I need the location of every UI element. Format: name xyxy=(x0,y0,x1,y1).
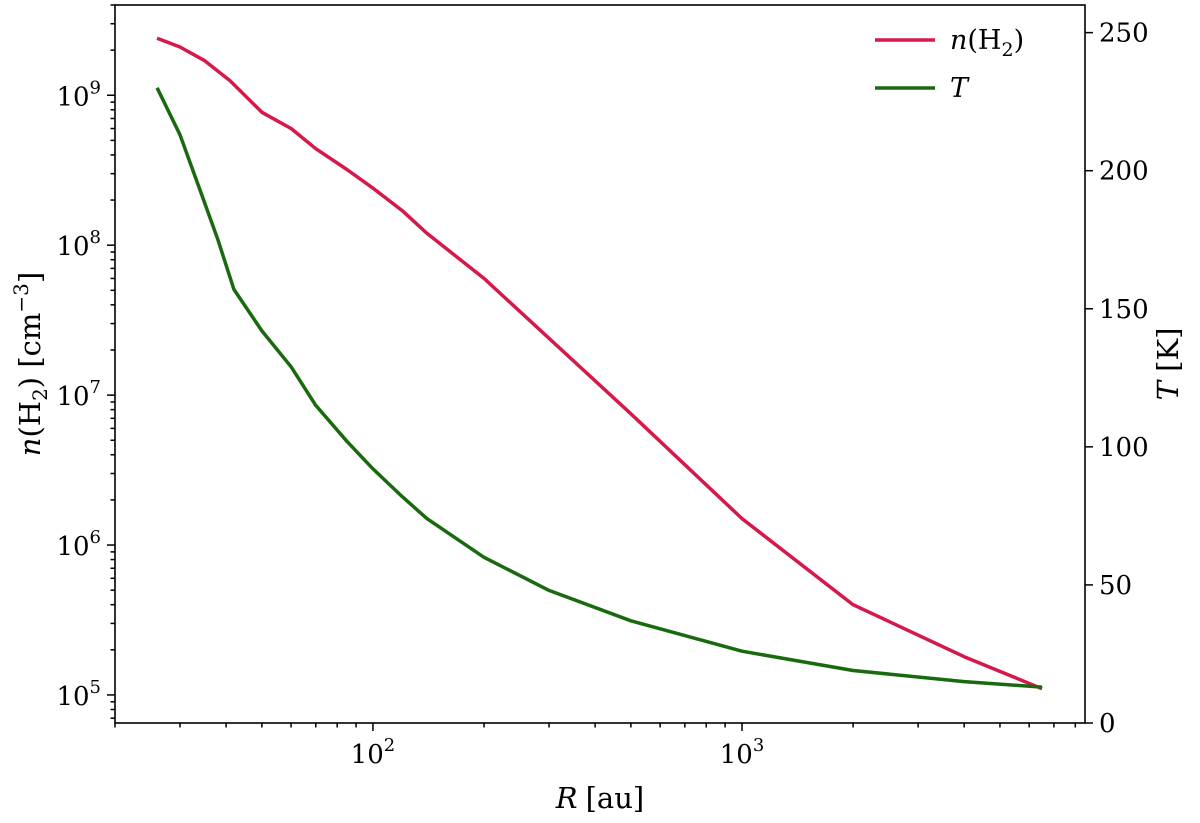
y-left-tick-label: 105 xyxy=(56,677,101,712)
y-right-tick-label: 150 xyxy=(1099,295,1149,325)
x-tick-label: 103 xyxy=(720,735,765,770)
y-left-tick-label: 106 xyxy=(56,527,101,562)
legend-label-nh2: n(H2) xyxy=(950,25,1024,61)
legend: n(H2) T xyxy=(875,25,1024,104)
y-left-tick-label: 107 xyxy=(56,377,101,412)
y-right-tick-label: 0 xyxy=(1099,709,1116,739)
y-right-tick-label: 250 xyxy=(1099,19,1149,49)
y-left-tick-label: 109 xyxy=(56,77,101,112)
x-axis-label: R [au] xyxy=(555,781,644,815)
series-layer xyxy=(157,38,1042,688)
y-axis-right-ticks: 0 50 100 150 200 250 xyxy=(1085,19,1149,739)
y-left-tick-label: 108 xyxy=(56,227,101,262)
legend-label-t: T xyxy=(950,73,970,104)
y-axis-right-label: T [K] xyxy=(1151,328,1185,401)
y-axis-left-ticks: 105 106 107 108 109 xyxy=(56,5,115,718)
x-tick-label: 102 xyxy=(351,735,396,770)
x-axis-ticks: 102 103 xyxy=(115,723,1075,770)
y-right-tick-label: 100 xyxy=(1099,433,1149,463)
y-axis-left-label: n(H2) [cm−3] xyxy=(9,272,52,456)
series-line-1 xyxy=(157,88,1042,687)
y-right-tick-label: 50 xyxy=(1099,571,1132,601)
y-right-tick-label: 200 xyxy=(1099,157,1149,187)
